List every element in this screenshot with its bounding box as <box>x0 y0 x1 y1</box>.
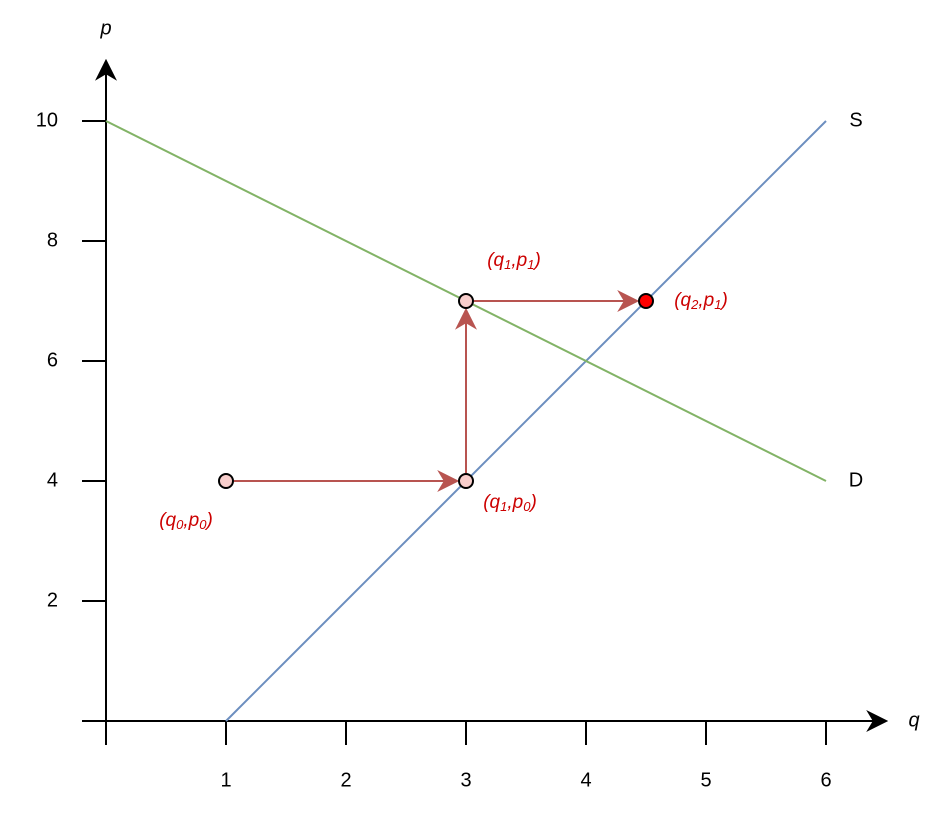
label-part: ) <box>204 510 212 531</box>
y-tick-label: 4 <box>47 469 58 491</box>
label-part: (q <box>487 250 504 271</box>
subscript: 1 <box>500 499 507 514</box>
x-tick-label: 5 <box>700 769 711 791</box>
subscript: 0 <box>176 517 184 532</box>
y-tick-label: 10 <box>36 109 58 131</box>
x-tick-label: 3 <box>460 769 471 791</box>
point <box>458 473 474 489</box>
label-part: ) <box>528 492 536 513</box>
point-label: (q1,p1) <box>487 250 541 272</box>
subscript: 1 <box>504 257 511 272</box>
x-tick-label: 6 <box>820 769 831 791</box>
x-tick-label: 2 <box>340 769 351 791</box>
label-part: ) <box>719 290 727 311</box>
label-part: ) <box>532 250 540 271</box>
point <box>638 293 654 309</box>
point-label: (q0,p0) <box>159 510 213 532</box>
label-part: ,p <box>183 510 199 531</box>
label-part: (q <box>483 492 500 513</box>
label-part: (q <box>159 510 176 531</box>
series-label: D <box>849 469 863 491</box>
y-tick-label: 8 <box>47 229 58 251</box>
x-tick-label: 4 <box>580 769 591 791</box>
y-tick-label: 2 <box>47 589 58 611</box>
subscript: 1 <box>714 297 721 312</box>
point <box>218 473 234 489</box>
subscript: 0 <box>199 517 207 532</box>
subscript: 0 <box>523 499 531 514</box>
series-line <box>225 120 827 722</box>
subscript: 1 <box>527 257 534 272</box>
y-tick-label: 6 <box>47 349 58 371</box>
label-part: (q <box>674 290 691 311</box>
subscript: 2 <box>690 297 699 312</box>
x-tick-label: 1 <box>220 769 231 791</box>
label-part: ,p <box>507 492 523 513</box>
label-part: ,p <box>698 290 714 311</box>
point <box>458 293 474 309</box>
point-label: (q1,p0) <box>483 492 537 514</box>
y-axis-label: p <box>99 17 111 39</box>
x-axis-label: q <box>908 709 919 731</box>
label-part: ,p <box>511 250 527 271</box>
series-label: S <box>849 109 862 131</box>
point-label: (q2,p1) <box>674 290 728 312</box>
